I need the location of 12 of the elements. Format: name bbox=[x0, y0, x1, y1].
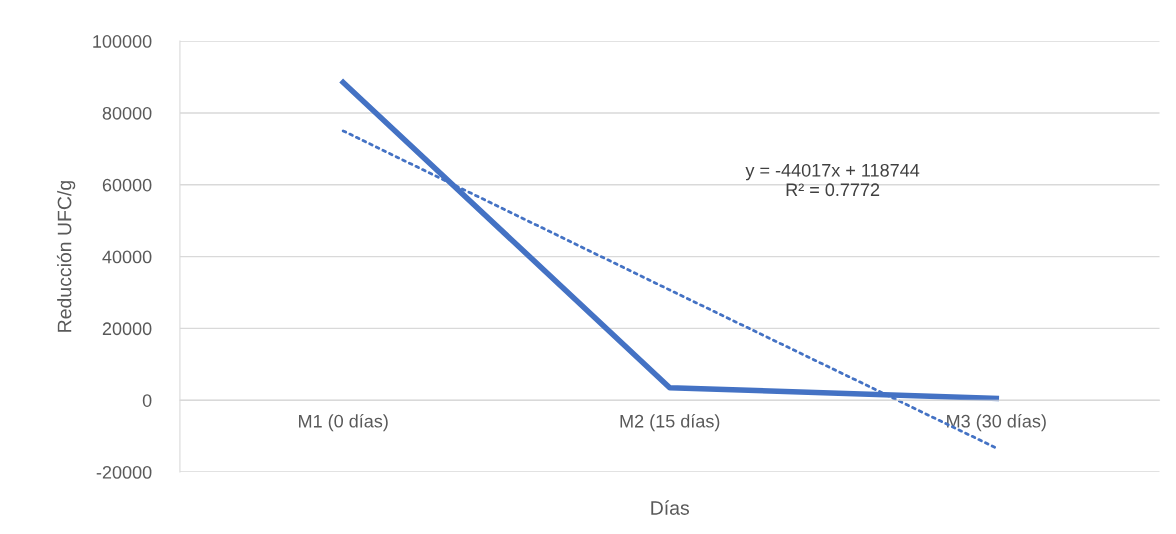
y-tick-label: 60000 bbox=[102, 178, 152, 192]
x-tick-label: M2 (15 días) bbox=[620, 414, 720, 432]
y-tick-label: 0 bbox=[142, 394, 152, 407]
y-axis-title: Reducción UFC/g bbox=[56, 181, 76, 332]
x-axis-title: Días bbox=[651, 500, 690, 515]
y-tick-label: -20000 bbox=[96, 465, 152, 479]
y-tick-label: 100000 bbox=[93, 35, 152, 48]
x-tick-label: M1 (0 días) bbox=[299, 414, 388, 432]
y-tick-label: 20000 bbox=[102, 322, 152, 336]
y-tick-label: 40000 bbox=[102, 250, 152, 264]
y-tick-label: 80000 bbox=[102, 106, 152, 120]
annotation: y = -44017x + 118744 R² = 0.7772 bbox=[745, 163, 920, 197]
